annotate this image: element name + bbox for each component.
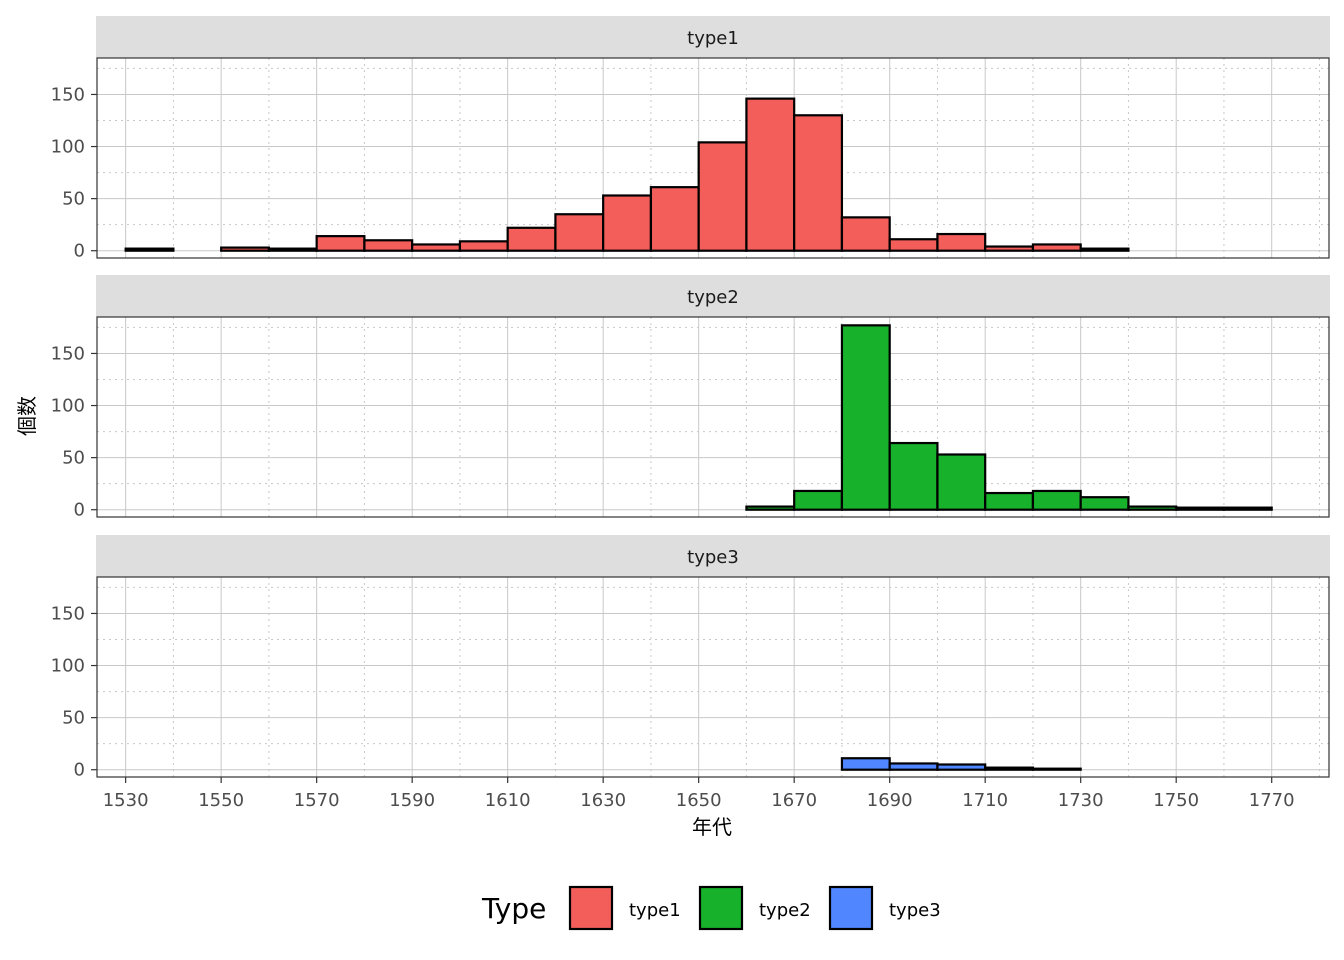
bar-type3-1710: [984, 766, 1035, 771]
x-tick-label: 1570: [294, 790, 340, 811]
x-tick-label: 1690: [867, 790, 913, 811]
facet-panels: type1 0 50 100 150 type2 0 50 100 150 type3 0 50 100 1…: [51, 16, 1330, 781]
bar-type3-1700: [936, 763, 987, 771]
bar-type1-1620: [554, 213, 605, 252]
bar-type2-1720: [1031, 489, 1082, 511]
legend-entry-type2: type2: [698, 885, 811, 931]
bar-type3-1690: [888, 762, 939, 771]
bar-type1-1710: [984, 245, 1035, 252]
y-tick-label: 0: [74, 500, 85, 521]
facet-panel-type2: type2 0 50 100 150: [51, 275, 1330, 521]
panel-border: [96, 57, 1330, 259]
bar-type2-1700: [936, 453, 987, 511]
bar-type2-1660: [745, 505, 796, 511]
bar-type2-1670: [793, 489, 844, 511]
facet-strip: [96, 275, 1330, 317]
x-tick-label: 1650: [676, 790, 722, 811]
y-tick-label: 50: [62, 448, 85, 469]
facet-panel-type3: type3 0 50 100 150: [51, 535, 1330, 781]
y-tick-label: 100: [51, 396, 85, 417]
y-tick-label: 100: [51, 137, 85, 158]
y-tick-label: 50: [62, 708, 85, 729]
legend-entry-type3: type3: [828, 885, 941, 931]
bar-type1-1600: [458, 240, 509, 252]
x-tick-label: 1530: [103, 790, 149, 811]
bar-type1-1690: [888, 238, 939, 252]
bar-type1-1670: [793, 114, 844, 252]
legend-title: Type: [481, 892, 546, 925]
bar-type1-1640: [649, 186, 700, 252]
legend-key: [568, 885, 614, 931]
bar-type1-1570: [315, 235, 366, 252]
x-tick-label: 1750: [1153, 790, 1199, 811]
panel-background: [97, 577, 1329, 777]
legend-key: [698, 885, 744, 931]
x-axis: 1530 1550 1570 1590 1610 1630 1650 1670 1690 1710…: [103, 777, 1295, 811]
bar-type3-1680: [840, 757, 891, 771]
bar-type1-1580: [363, 239, 414, 252]
bar-type2-1680: [840, 324, 891, 511]
bar-type1-1610: [506, 226, 557, 252]
y-tick-label: 0: [74, 241, 85, 262]
bar-type1-1700: [936, 232, 987, 252]
x-axis-title: 年代: [692, 815, 732, 839]
x-tick-label: 1630: [580, 790, 626, 811]
bar-type1-1730: [1079, 247, 1130, 252]
x-tick-label: 1770: [1249, 790, 1295, 811]
bar-type2-1690: [888, 441, 939, 511]
x-tick-label: 1610: [485, 790, 531, 811]
bar-type1-1650: [697, 141, 748, 252]
x-tick-label: 1590: [389, 790, 435, 811]
bar-type2-1710: [984, 491, 1035, 511]
legend-label: type3: [889, 900, 941, 921]
bar-type1-1590: [411, 243, 462, 252]
bar-type1-1680: [840, 216, 891, 252]
bar-type1-1530: [124, 247, 175, 252]
facet-strip-label: type2: [687, 287, 739, 308]
x-tick-label: 1550: [198, 790, 244, 811]
bar-type2-1730: [1079, 496, 1130, 511]
bar-type2-1740: [1127, 505, 1178, 511]
x-tick-label: 1730: [1058, 790, 1104, 811]
legend-entry-type1: type1: [568, 885, 681, 931]
bar-type1-1660: [745, 97, 796, 252]
facet-strip-label: type1: [687, 28, 739, 49]
panel-background: [97, 317, 1329, 517]
bar-type1-1550: [220, 246, 271, 252]
bar-type1-1720: [1031, 243, 1082, 252]
bar-type3-1720: [1031, 767, 1082, 771]
legend-key: [828, 885, 874, 931]
bar-type2-1750: [1175, 506, 1226, 511]
y-axis-title: 個数: [15, 396, 39, 436]
facet-panel-type1: type1 0 50 100 150: [51, 16, 1330, 262]
bar-type2-1760: [1222, 506, 1273, 511]
facet-strip-label: type3: [687, 547, 739, 568]
y-tick-label: 150: [51, 84, 85, 105]
y-tick-label: 150: [51, 603, 85, 624]
y-tick-label: 0: [74, 760, 85, 781]
y-tick-label: 150: [51, 343, 85, 364]
bar-type1-1630: [602, 194, 653, 252]
legend-label: type1: [629, 900, 681, 921]
legend-label: type2: [759, 900, 811, 921]
panel-border: [96, 576, 1330, 778]
x-tick-label: 1670: [771, 790, 817, 811]
y-tick-label: 50: [62, 189, 85, 210]
y-tick-label: 100: [51, 656, 85, 677]
x-tick-label: 1710: [962, 790, 1008, 811]
legend: Type type1 type2 type3: [481, 885, 941, 931]
bar-type1-1560: [267, 247, 318, 252]
facet-strip: [96, 535, 1330, 577]
panel-border: [96, 316, 1330, 518]
facet-strip: [96, 16, 1330, 58]
